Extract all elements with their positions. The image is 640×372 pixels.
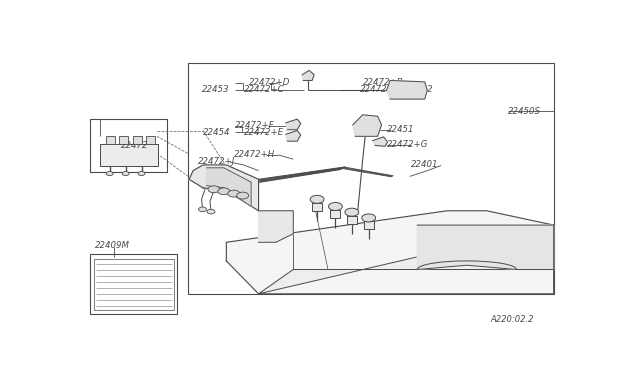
Polygon shape — [372, 137, 388, 146]
Bar — [347, 216, 356, 224]
Circle shape — [106, 171, 113, 176]
Text: 22472+E: 22472+E — [244, 128, 284, 137]
Bar — [188, 63, 554, 294]
Bar — [90, 254, 177, 314]
Polygon shape — [207, 168, 251, 206]
Circle shape — [198, 207, 207, 212]
Text: A220:02.2: A220:02.2 — [491, 315, 534, 324]
Polygon shape — [259, 225, 554, 294]
Text: 22401: 22401 — [412, 160, 439, 169]
Polygon shape — [417, 225, 554, 269]
Text: 22409M: 22409M — [95, 241, 130, 250]
Polygon shape — [286, 119, 301, 130]
Text: 22451: 22451 — [387, 125, 414, 134]
Bar — [132, 136, 141, 144]
Bar — [330, 210, 340, 218]
Bar — [100, 144, 158, 166]
Polygon shape — [387, 80, 428, 99]
Circle shape — [218, 188, 230, 195]
Text: 22454: 22454 — [203, 128, 230, 137]
Text: 22472+B: 22472+B — [363, 78, 403, 87]
Text: 22472+G: 22472+G — [387, 140, 428, 150]
Polygon shape — [286, 131, 301, 141]
Bar — [90, 119, 167, 172]
Circle shape — [207, 209, 215, 214]
Circle shape — [208, 186, 220, 193]
Circle shape — [362, 214, 376, 222]
Text: 22452: 22452 — [406, 85, 434, 94]
Circle shape — [237, 192, 249, 199]
Text: 22472+D: 22472+D — [249, 78, 290, 87]
Bar — [94, 260, 174, 310]
Text: 22472+C: 22472+C — [244, 85, 284, 94]
Bar — [146, 136, 155, 144]
Polygon shape — [227, 211, 554, 294]
Circle shape — [328, 202, 342, 211]
Bar — [106, 136, 115, 144]
Circle shape — [310, 195, 324, 203]
Polygon shape — [353, 115, 381, 136]
Bar — [364, 221, 374, 230]
Polygon shape — [259, 211, 293, 242]
Circle shape — [228, 190, 240, 197]
Circle shape — [138, 171, 145, 176]
Text: 22472: 22472 — [121, 141, 148, 150]
Text: 22472+J: 22472+J — [198, 157, 236, 166]
Text: 22453: 22453 — [202, 85, 229, 94]
Text: 22472+A: 22472+A — [360, 85, 401, 94]
Bar — [312, 203, 322, 211]
Bar — [119, 136, 128, 144]
Polygon shape — [189, 165, 259, 211]
Polygon shape — [302, 70, 314, 80]
Text: 22450S: 22450S — [508, 107, 541, 116]
Text: 22472+H: 22472+H — [234, 150, 275, 158]
Circle shape — [122, 171, 129, 176]
Circle shape — [345, 208, 359, 216]
Text: 22472+F: 22472+F — [236, 121, 275, 130]
